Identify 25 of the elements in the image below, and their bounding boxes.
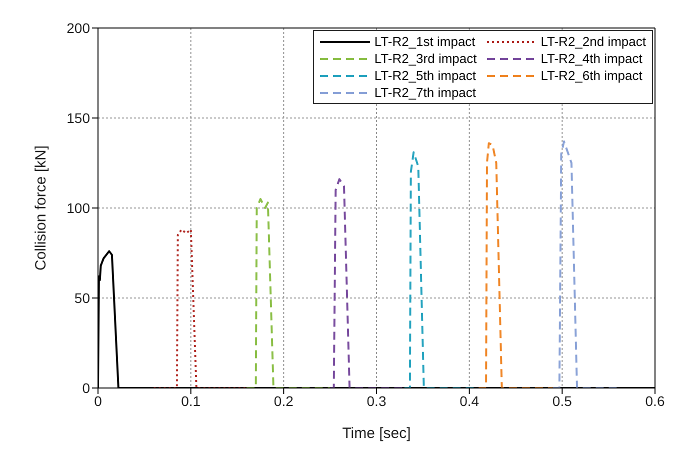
- line-series: [152, 228, 248, 388]
- x-tick-label: 0.2: [274, 392, 294, 409]
- legend-label: LT-R2_4th impact: [540, 50, 642, 67]
- legend-label: LT-R2_6th impact: [540, 67, 642, 84]
- line-series: [246, 198, 332, 388]
- y-tick-label: 100: [66, 200, 90, 216]
- y-tick-label: 0: [82, 380, 90, 396]
- x-tick-label: 0.4: [460, 392, 480, 409]
- y-tick-label: 150: [66, 110, 90, 126]
- x-axis-title: Time [sec]: [342, 425, 411, 442]
- line-series: [552, 140, 619, 388]
- legend-label: LT-R2_3rd impact: [374, 50, 477, 67]
- legend-label: LT-R2_1st impact: [374, 33, 476, 50]
- legend-label: LT-R2_5th impact: [374, 67, 476, 84]
- y-axis-title: Collision force [kN]: [32, 145, 50, 271]
- x-tick-label: 0: [94, 392, 102, 409]
- y-tick-label: 200: [66, 20, 90, 36]
- x-tick-label: 0.6: [645, 392, 665, 409]
- x-tick-label: 0.3: [366, 392, 386, 409]
- legend-label: LT-R2_2nd impact: [540, 33, 646, 50]
- line-series: [478, 142, 554, 388]
- x-tick-label: 0.5: [552, 392, 572, 409]
- x-tick-label: 0.1: [181, 392, 201, 409]
- y-tick-label: 50: [74, 290, 90, 306]
- legend-label: LT-R2_7th impact: [374, 84, 476, 101]
